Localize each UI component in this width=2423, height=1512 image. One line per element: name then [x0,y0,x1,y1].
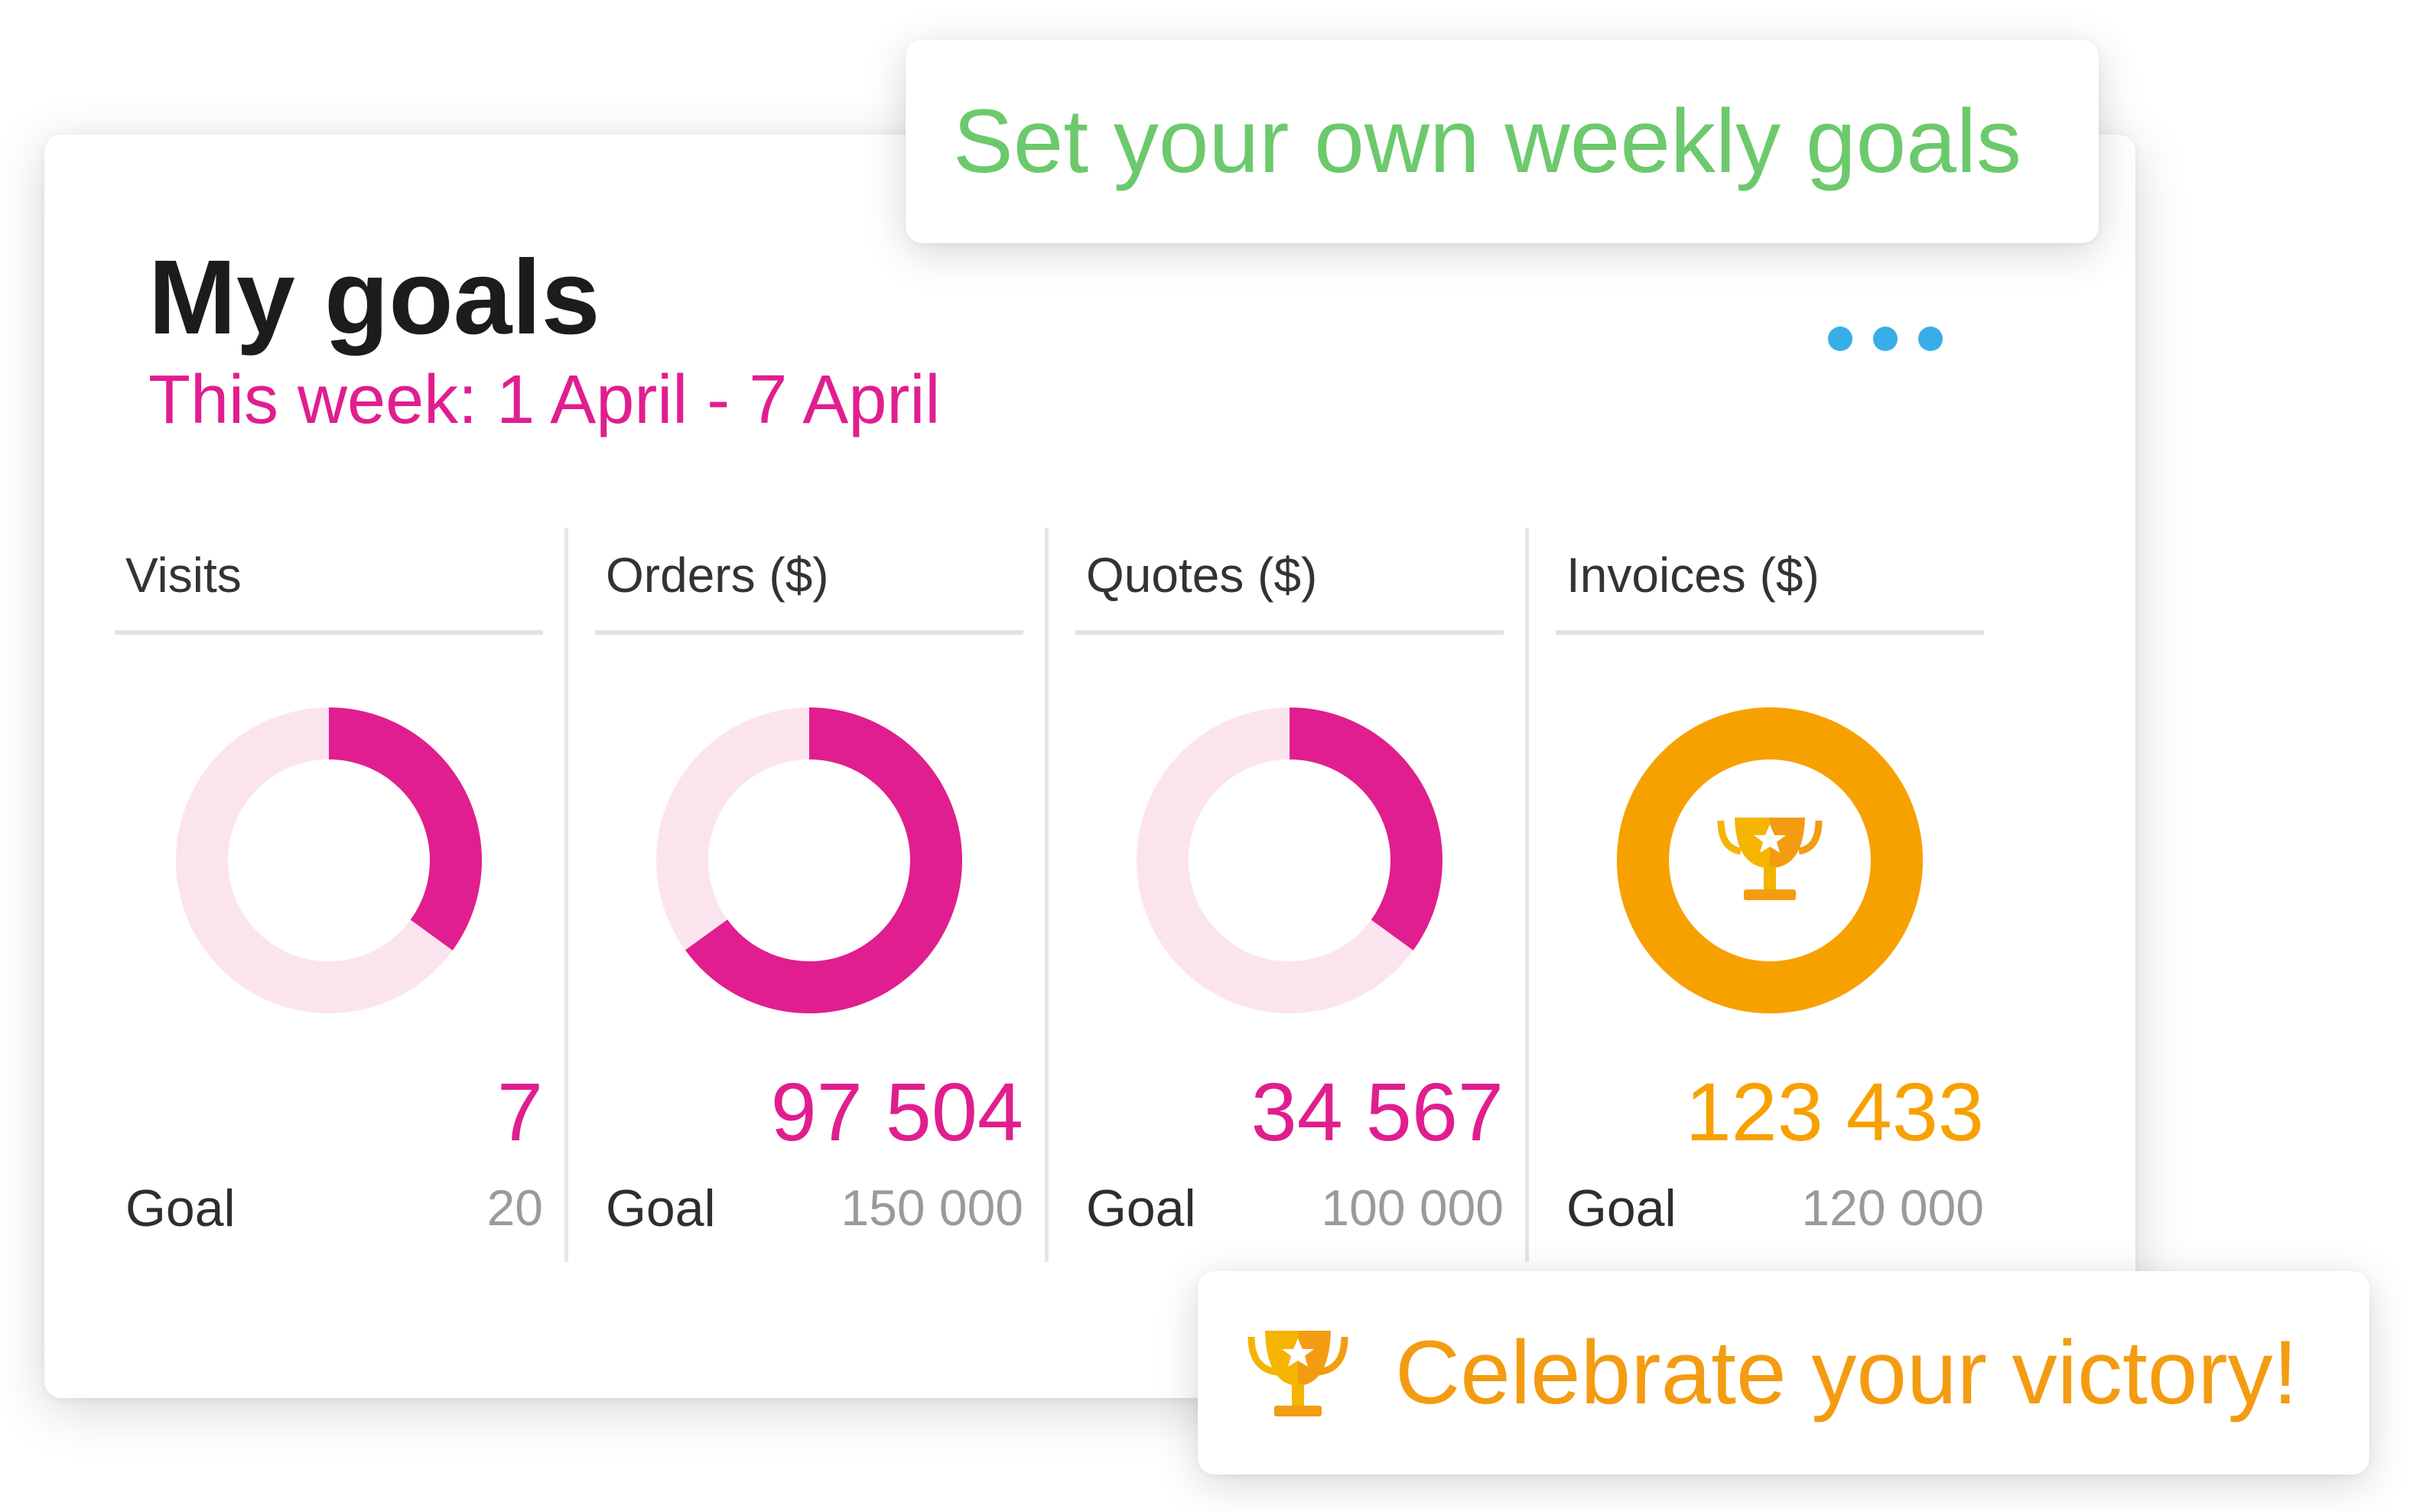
more-horizontal-icon [1828,327,1852,351]
victory-callout: Celebrate your victory! [1198,1271,2369,1475]
metric-orders[interactable]: Orders ($) 97 504 Goal 150 000 [595,528,1023,1262]
callout-text: Celebrate your victory! [1395,1322,2298,1423]
progress-donut [1137,707,1442,1013]
metric-value: 34 567 [1251,1065,1504,1158]
trophy-icon [1717,818,1823,900]
column-divider [1525,528,1529,1262]
goal-value: 100 000 [1321,1179,1504,1236]
donut-progress [656,707,962,1013]
goal-value: 20 [486,1179,543,1236]
donut-progress [1137,707,1442,1013]
trophy-icon [1247,1331,1348,1416]
card-title: My goals [148,239,600,356]
goal-label: Goal [1086,1179,1196,1237]
weekly-goals-callout: Set your own weekly goals [906,40,2099,243]
metric-visits[interactable]: Visits 7 Goal 20 [115,528,543,1262]
goal-value: 150 000 [841,1179,1023,1236]
week-range: This week: 1 April - 7 April [148,362,941,438]
goal-label: Goal [1566,1179,1677,1237]
goal-label: Goal [125,1179,236,1237]
metric-title: Visits [125,548,242,603]
donut-progress [176,707,482,1013]
metric-title: Orders ($) [606,548,829,603]
donut-progress [1617,707,1923,1013]
callout-text: Set your own weekly goals [953,91,2022,192]
progress-donut [656,707,962,1013]
metric-title: Quotes ($) [1086,548,1318,603]
metric-quotes[interactable]: Quotes ($) 34 567 Goal 100 000 [1075,528,1504,1262]
metric-value: 123 433 [1685,1065,1984,1158]
metric-divider [115,630,543,635]
progress-donut [176,707,482,1013]
metric-divider [1075,630,1504,635]
more-options-button[interactable] [1828,320,1943,358]
metric-invoices[interactable]: Invoices ($) 123 433 Goal 120 000 [1556,528,1984,1262]
metric-value: 97 504 [770,1065,1023,1158]
column-divider [1045,528,1049,1262]
metric-title: Invoices ($) [1566,548,1820,603]
goal-value: 120 000 [1801,1179,1984,1236]
metric-value: 7 [496,1065,543,1158]
progress-donut [1617,707,1923,1013]
goal-label: Goal [606,1179,716,1237]
more-horizontal-icon [1918,327,1943,351]
more-horizontal-icon [1873,327,1898,351]
column-divider [564,528,568,1262]
metric-divider [595,630,1023,635]
metric-divider [1556,630,1984,635]
